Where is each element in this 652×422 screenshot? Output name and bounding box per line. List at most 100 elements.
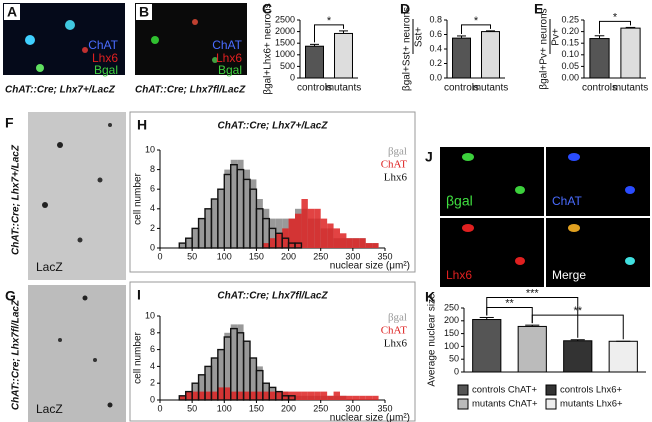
y-tick-label: 2 <box>150 223 155 233</box>
histogram-bar <box>230 159 238 248</box>
bar <box>305 45 324 79</box>
y-tick-label: 6 <box>150 344 155 354</box>
histogram-bar <box>301 391 308 400</box>
y-tick-label: 150 <box>444 328 459 338</box>
x-tick-label: 150 <box>249 251 264 261</box>
significance-label: * <box>474 15 479 27</box>
legend-label: ChAT <box>381 159 408 171</box>
micrograph <box>440 218 544 287</box>
histogram-bar <box>314 208 321 248</box>
histogram-bar <box>217 387 225 400</box>
y-tick-label: 10 <box>145 144 155 154</box>
histogram-bar <box>365 395 373 400</box>
micrograph <box>28 112 126 280</box>
panel-letter: F <box>5 115 14 131</box>
histogram-bar <box>243 169 250 248</box>
significance-label: * <box>327 15 332 27</box>
histogram-bar <box>230 324 238 400</box>
histogram-bar <box>320 218 328 248</box>
histogram-bar <box>314 391 321 400</box>
panel-letter: C <box>262 1 272 17</box>
histogram-bar <box>211 358 218 400</box>
legend-label: mutants Lhx6+ <box>560 399 623 410</box>
legend-label: βgal <box>388 312 407 324</box>
y-tick-label: 0.20 <box>561 26 579 36</box>
histogram-bar <box>327 395 334 400</box>
histogram-bar <box>192 228 199 248</box>
bar <box>472 319 502 373</box>
x-tick-label: 50 <box>187 251 197 261</box>
panel-letter: D <box>400 1 410 17</box>
x-tick-label: 150 <box>249 403 264 413</box>
histogram-bar <box>352 238 360 248</box>
bar <box>563 340 593 373</box>
histogram-bar <box>211 199 218 248</box>
legend-label: ChAT <box>381 325 408 337</box>
panel-letter: E <box>534 1 543 17</box>
histogram-bar <box>237 159 244 248</box>
x-tick-label: controls <box>444 83 479 94</box>
y-tick-label: 0 <box>150 394 155 404</box>
y-tick-label: 2500 <box>275 14 295 24</box>
chart-title: ChAT::Cre; Lhx7+/LacZ <box>218 121 329 132</box>
x-tick-label: 300 <box>345 403 360 413</box>
histogram-bar <box>198 218 205 248</box>
y-tick-label: 8 <box>150 327 155 337</box>
legend-label: controls Lhx6+ <box>560 385 623 396</box>
y-tick-label: 0.05 <box>561 61 579 71</box>
histogram-bar <box>372 395 379 400</box>
bar <box>334 32 353 79</box>
x-tick-label: 0 <box>157 403 162 413</box>
y-tick-label: 10 <box>145 310 155 320</box>
histogram-bar <box>237 391 244 400</box>
histogram-bar <box>179 395 186 400</box>
caption: ChAT::Cre; Lhx7fl/LacZ <box>11 299 22 410</box>
image-label: Bgal <box>94 63 118 77</box>
histogram-bar <box>198 374 205 400</box>
panel-frame <box>129 111 416 273</box>
significance-label: ** <box>573 305 582 317</box>
histogram-bar <box>275 233 283 248</box>
histogram-bar <box>275 391 283 400</box>
bar <box>452 37 471 79</box>
histogram-bar <box>307 208 315 248</box>
histogram-bar <box>211 391 218 400</box>
histogram-bar <box>185 391 193 400</box>
legend-label: Lhx6 <box>384 338 408 350</box>
y-axis-label: Average nuclear size <box>427 293 438 387</box>
histogram-bar <box>198 391 205 400</box>
legend-label: βgal <box>388 146 407 158</box>
micrograph <box>440 147 544 216</box>
x-axis-label: nuclear size (μm²) <box>330 413 410 422</box>
histogram-bar <box>256 366 263 400</box>
caption: ChAT::Cre; Lhx7fl/LacZ <box>135 85 246 96</box>
histogram-bar <box>250 391 257 400</box>
panel-letter: G <box>5 288 16 304</box>
histogram-bar <box>340 395 347 400</box>
image-label: LacZ <box>36 402 63 416</box>
image-label: Bgal <box>218 63 242 77</box>
y-axis-label: βgal+Lhx6+ neurons <box>263 3 274 94</box>
bar <box>608 340 638 373</box>
histogram-bar <box>262 208 270 248</box>
y-tick-label: 500 <box>280 61 295 71</box>
y-axis-label: cell number <box>133 172 144 224</box>
y-tick-label: 4 <box>150 361 155 371</box>
image-label: Lhx6 <box>92 51 118 65</box>
significance-bracket <box>314 24 344 43</box>
y-tick-label: 0 <box>290 72 295 82</box>
panel-letter: K <box>425 289 435 305</box>
legend-label: controls ChAT+ <box>472 385 537 396</box>
x-tick-label: 100 <box>217 403 232 413</box>
y-tick-label: 6 <box>150 184 155 194</box>
histogram-bar <box>287 395 296 401</box>
histogram-bar <box>217 349 225 400</box>
histogram-bar <box>359 238 366 248</box>
histogram-bar <box>256 391 263 400</box>
y-tick-label: 0.4 <box>429 43 442 53</box>
panel-frame <box>129 281 416 422</box>
histogram-bar <box>346 238 353 248</box>
y-tick-label: 50 <box>449 354 459 364</box>
x-tick-label: 250 <box>313 251 328 261</box>
histogram-bar <box>372 243 379 248</box>
